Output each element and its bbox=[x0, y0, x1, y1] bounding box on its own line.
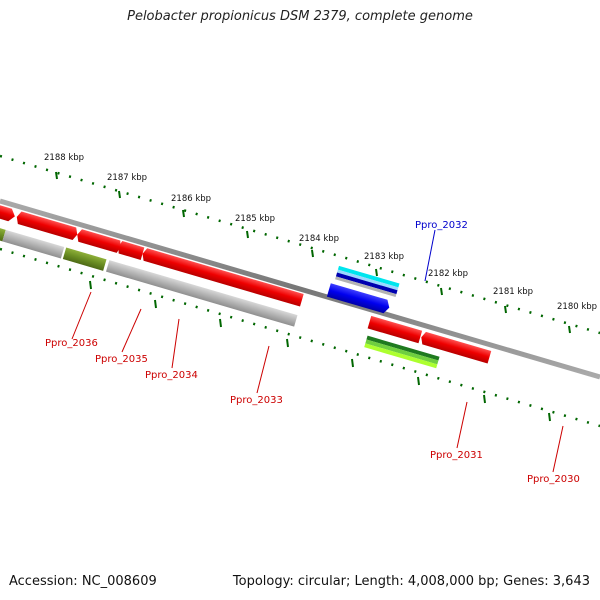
major-tick bbox=[417, 376, 420, 386]
scale-label: 2187 kbp bbox=[107, 173, 147, 183]
scale-label: 2186 kbp bbox=[171, 194, 211, 204]
gene-arrow bbox=[118, 241, 145, 260]
major-tick bbox=[154, 299, 157, 309]
genome-backbone bbox=[0, 198, 600, 380]
callout-line bbox=[456, 401, 468, 449]
major-tick bbox=[504, 305, 507, 314]
major-tick bbox=[351, 358, 354, 368]
feature-bar-green bbox=[366, 335, 440, 361]
feature-bar-olive bbox=[62, 247, 107, 271]
genome-summary: Topology: circular; Length: 4,008,000 bp… bbox=[232, 574, 590, 589]
ruler-dots-lower bbox=[0, 247, 600, 428]
gene-arrow bbox=[16, 211, 78, 241]
gene-label: Ppro_2033 bbox=[230, 395, 283, 406]
ruler-dots-upper bbox=[0, 154, 600, 335]
gene-label: Ppro_2034 bbox=[145, 370, 198, 381]
major-tick bbox=[286, 338, 289, 348]
callout-line bbox=[71, 291, 92, 340]
gene-arrow bbox=[421, 331, 492, 364]
major-tick bbox=[118, 190, 121, 199]
major-tick bbox=[311, 249, 314, 258]
feature-bar-grey bbox=[335, 276, 397, 297]
accession-label: Accession: NC_008609 bbox=[9, 574, 157, 589]
major-tick bbox=[440, 287, 443, 296]
scale-label: 2180 kbp bbox=[557, 302, 597, 312]
gene-label: Ppro_2036 bbox=[45, 338, 98, 349]
map-title: Pelobacter propionicus DSM 2379, complet… bbox=[127, 9, 473, 24]
major-tick bbox=[89, 280, 92, 290]
gene-arrow bbox=[367, 315, 423, 344]
scale-label: 2188 kbp bbox=[44, 153, 84, 163]
callout-line bbox=[424, 229, 436, 282]
gene-arrow bbox=[142, 248, 304, 307]
feature-bar-grey bbox=[106, 260, 298, 327]
scale-label: 2181 kbp bbox=[493, 287, 533, 297]
callout-line bbox=[121, 308, 142, 353]
gene-labels: Ppro_2036 Ppro_2035 Ppro_2034 Ppro_2033 … bbox=[45, 220, 580, 485]
gene-arrow-blue bbox=[326, 283, 390, 314]
feature-bar-blue bbox=[335, 272, 398, 295]
gene-label: Ppro_2031 bbox=[430, 450, 483, 461]
gene-arrow bbox=[77, 229, 121, 253]
feature-bar-grey bbox=[2, 229, 65, 259]
major-tick bbox=[219, 318, 222, 328]
feature-bar-cyan bbox=[337, 265, 400, 288]
major-tick bbox=[182, 209, 185, 218]
feature-bar-green bbox=[365, 339, 439, 365]
major-tick bbox=[548, 412, 551, 422]
gene-label: Ppro_2030 bbox=[527, 474, 580, 485]
feature-bar-lime bbox=[364, 343, 438, 369]
callout-line bbox=[171, 318, 180, 369]
scale-label: 2184 kbp bbox=[299, 234, 339, 244]
major-tick bbox=[568, 325, 571, 334]
scale-label: 2183 kbp bbox=[364, 252, 404, 262]
major-tick bbox=[55, 171, 58, 180]
feature-tracks bbox=[0, 186, 492, 369]
callout-line bbox=[552, 425, 564, 473]
scale-ruler-lower bbox=[0, 247, 600, 428]
scale-label: 2185 kbp bbox=[235, 214, 275, 224]
major-tick bbox=[246, 230, 249, 239]
scale-labels: 2188 kbp 2187 kbp 2186 kbp 2185 kbp 2184… bbox=[44, 153, 597, 312]
gene-label: Ppro_2035 bbox=[95, 354, 148, 365]
feature-bar-cyan bbox=[337, 269, 399, 291]
gene-label: Ppro_2032 bbox=[415, 220, 468, 231]
major-tick bbox=[375, 268, 378, 277]
major-tick bbox=[483, 394, 486, 404]
callout-line bbox=[256, 345, 270, 394]
scale-label: 2182 kbp bbox=[428, 269, 468, 279]
scale-ruler-upper bbox=[0, 154, 600, 335]
callout-lines bbox=[71, 229, 564, 473]
